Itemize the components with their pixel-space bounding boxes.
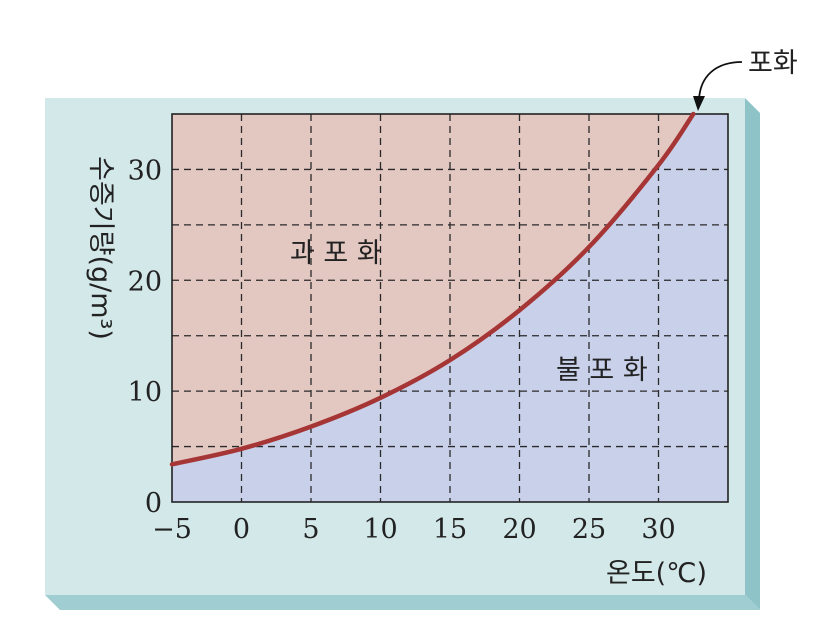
y-tick-labels: 0 10 20 30: [128, 155, 162, 519]
x-tick-label: 10: [363, 514, 397, 545]
y-tick-label: 10: [128, 377, 162, 408]
x-tick-label: 20: [502, 514, 536, 545]
x-tick-label: 30: [641, 514, 675, 545]
x-tick-label: 25: [572, 514, 606, 545]
saturation-callout-arrow-line: [698, 61, 743, 101]
unsaturated-label: 불 포 화: [556, 355, 648, 386]
y-tick-label: 20: [128, 266, 162, 297]
saturation-callout-arrowhead: [693, 96, 705, 111]
plot-area: [169, 111, 729, 503]
saturation-callout-label: 포화: [748, 48, 798, 79]
grid-lines: [172, 114, 728, 502]
x-tick-label: 15: [433, 514, 467, 545]
x-tick-labels: −5 0 5 10 15 20 25 30: [152, 514, 676, 545]
saturation-curve: [169, 111, 696, 467]
supersaturated-region: [172, 114, 694, 465]
x-tick-label: 5: [302, 514, 319, 545]
x-tick-label: −5: [152, 514, 192, 545]
panel-side: [745, 98, 760, 610]
panel-bottom: [45, 595, 760, 610]
x-tick-label: 0: [233, 514, 250, 545]
plot-frame: [171, 113, 729, 503]
y-tick-label: 30: [128, 155, 162, 186]
y-axis-label: 수증기량(g/m³): [85, 156, 116, 340]
supersaturated-label: 과 포 화: [290, 238, 382, 269]
x-axis-label: 온도(℃): [606, 558, 707, 589]
y-tick-label: 0: [145, 488, 162, 519]
